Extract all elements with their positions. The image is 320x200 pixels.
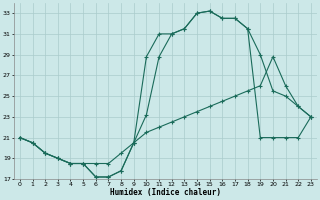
X-axis label: Humidex (Indice chaleur): Humidex (Indice chaleur) [110, 188, 221, 197]
